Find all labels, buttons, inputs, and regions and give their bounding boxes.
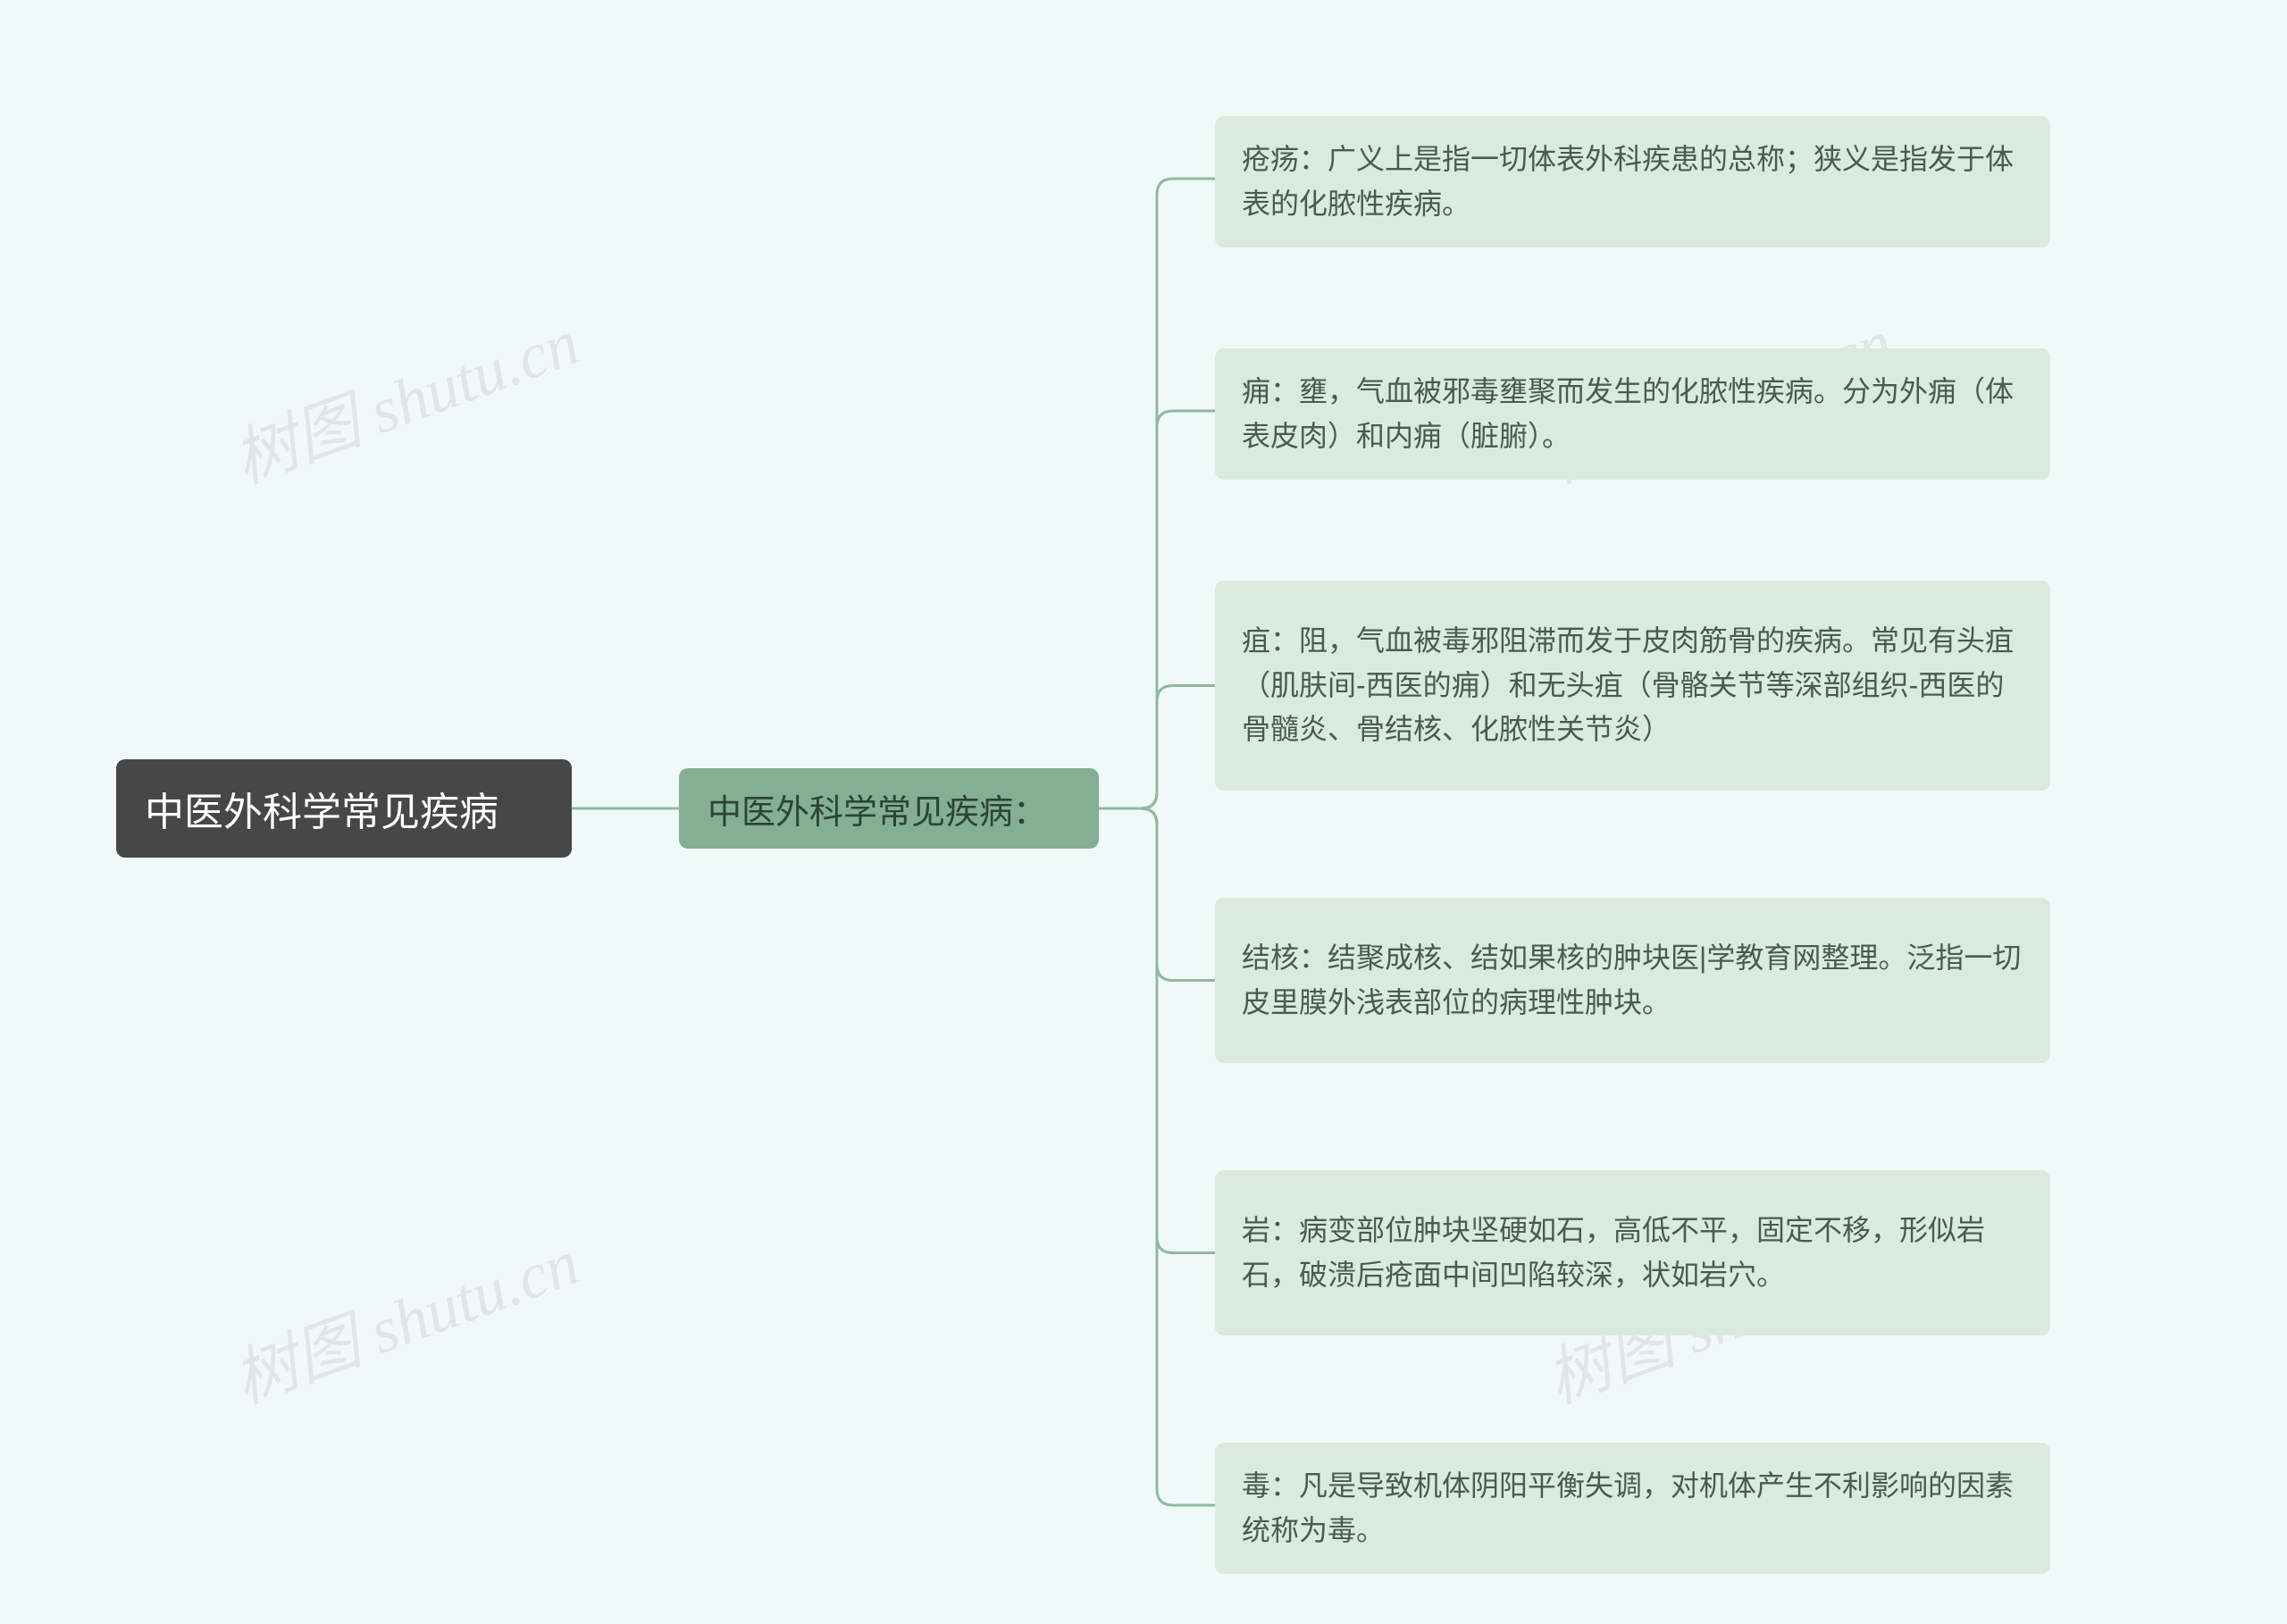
watermark: 树图 shutu.cn: [218, 289, 590, 501]
root-label: 中医外科学常见疾病: [145, 780, 498, 837]
watermark: 树图 shutu.cn: [218, 1210, 590, 1421]
leaf-label: 疽：阻，气血被毒邪阻滞而发于皮肉筋骨的疾病。常见有头疽（肌肤间-西医的痈）和无头…: [1242, 619, 2023, 752]
root-node[interactable]: 中医外科学常见疾病: [116, 759, 572, 858]
leaf-node-0[interactable]: 疮疡：广义上是指一切体表外科疾患的总称；狭义是指发于体表的化脓性疾病。: [1215, 116, 2050, 247]
leaf-node-5[interactable]: 毒：凡是导致机体阴阳平衡失调，对机体产生不利影响的因素统称为毒。: [1215, 1443, 2050, 1574]
mid-node[interactable]: 中医外科学常见疾病：: [679, 768, 1099, 849]
leaf-node-2[interactable]: 疽：阻，气血被毒邪阻滞而发于皮肉筋骨的疾病。常见有头疽（肌肤间-西医的痈）和无头…: [1215, 581, 2050, 791]
leaf-label: 结核：结聚成核、结如果核的肿块医|学教育网整理。泛指一切皮里膜外浅表部位的病理性…: [1242, 936, 2023, 1025]
leaf-node-1[interactable]: 痈：壅，气血被邪毒壅聚而发生的化脓性疾病。分为外痈（体表皮肉）和内痈（脏腑）。: [1215, 348, 2050, 480]
mid-label: 中医外科学常见疾病：: [708, 784, 1047, 833]
leaf-label: 岩：病变部位肿块坚硬如石，高低不平，固定不移，形似岩石，破溃后疮面中间凹陷较深，…: [1242, 1209, 2023, 1297]
leaf-label: 痈：壅，气血被邪毒壅聚而发生的化脓性疾病。分为外痈（体表皮肉）和内痈（脏腑）。: [1242, 370, 2023, 458]
leaf-node-3[interactable]: 结核：结聚成核、结如果核的肿块医|学教育网整理。泛指一切皮里膜外浅表部位的病理性…: [1215, 898, 2050, 1063]
leaf-label: 毒：凡是导致机体阴阳平衡失调，对机体产生不利影响的因素统称为毒。: [1242, 1464, 2023, 1553]
mindmap-canvas: 树图 shutu.cn 树图 shutu.cn 树图 shutu.cn 树图 s…: [0, 0, 2287, 1624]
leaf-node-4[interactable]: 岩：病变部位肿块坚硬如石，高低不平，固定不移，形似岩石，破溃后疮面中间凹陷较深，…: [1215, 1170, 2050, 1335]
leaf-label: 疮疡：广义上是指一切体表外科疾患的总称；狭义是指发于体表的化脓性疾病。: [1242, 138, 2023, 226]
